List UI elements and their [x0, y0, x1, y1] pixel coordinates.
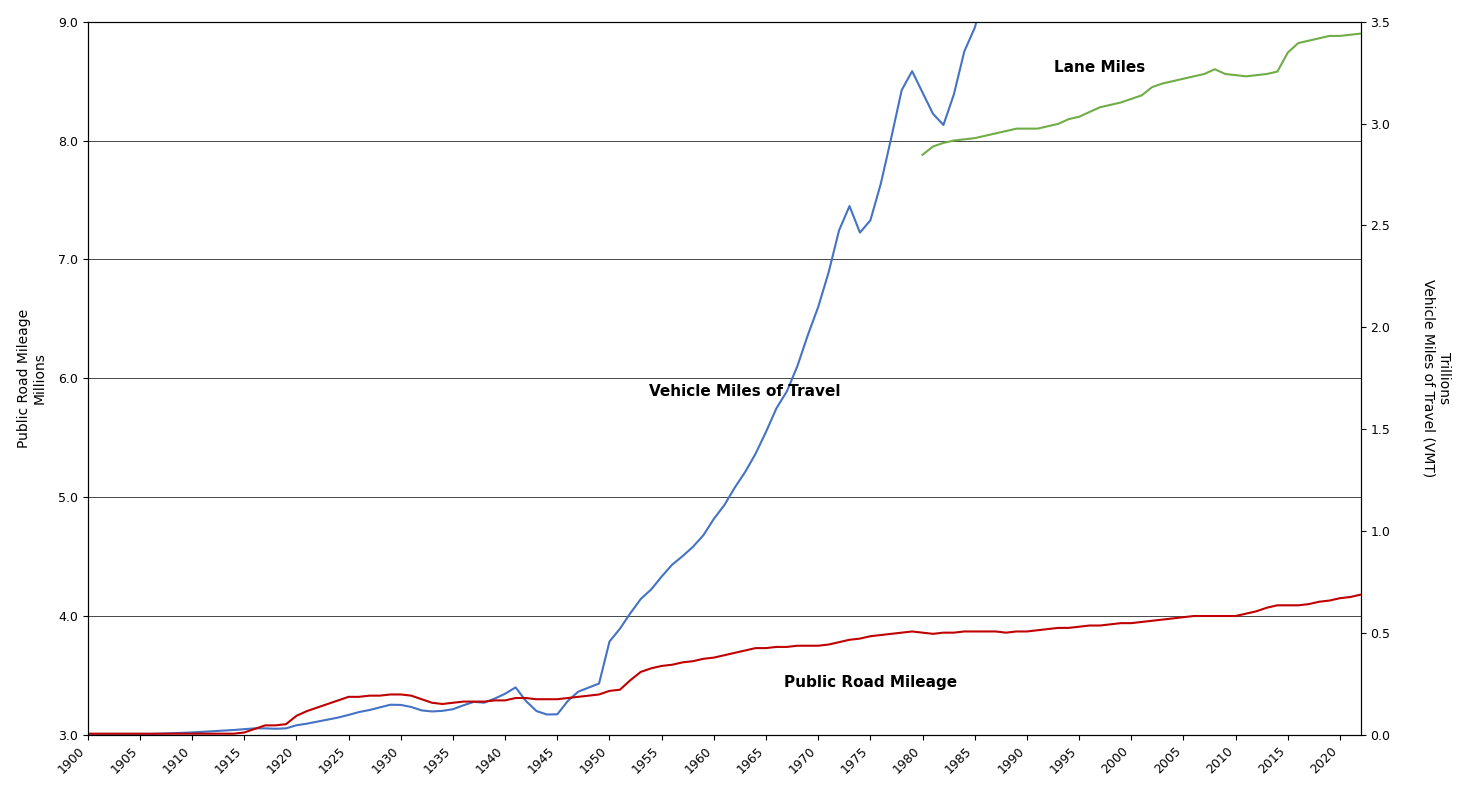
Text: Lane Miles: Lane Miles — [1054, 60, 1145, 75]
Text: Public Road Mileage: Public Road Mileage — [784, 675, 957, 690]
Text: Vehicle Miles of Travel: Vehicle Miles of Travel — [649, 384, 841, 399]
Y-axis label: Public Road Mileage
Millions: Public Road Mileage Millions — [16, 308, 47, 448]
Y-axis label: Trillions
Vehicle Miles of Travel (VMT): Trillions Vehicle Miles of Travel (VMT) — [1421, 279, 1452, 477]
